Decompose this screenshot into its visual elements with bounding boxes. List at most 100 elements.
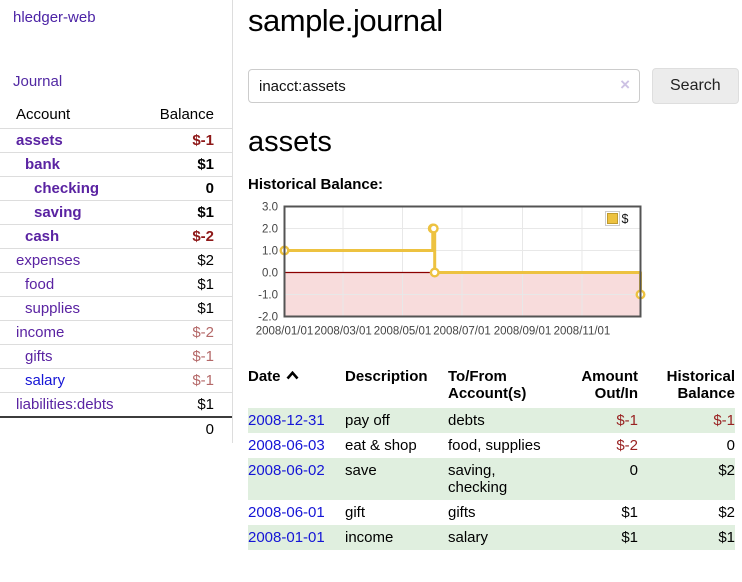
- account-row: liabilities:debts $1: [0, 392, 232, 417]
- transaction-balance: 0: [726, 437, 735, 454]
- svg-text:-1.0: -1.0: [258, 290, 278, 302]
- date-header-label: Date: [248, 368, 281, 385]
- transaction-date-link[interactable]: 2008-01-01: [248, 529, 325, 546]
- register-header-amount: Amount Out/In: [581, 368, 638, 402]
- account-balance: $-1: [192, 132, 214, 149]
- transaction-accounts: gifts: [448, 504, 476, 521]
- account-balance: $-2: [192, 324, 214, 341]
- register-row: 2008-01-01 income salary $1 $1: [248, 525, 735, 550]
- register-header-description: Description: [345, 368, 428, 385]
- transaction-amount: $1: [621, 504, 638, 521]
- transaction-date-link[interactable]: 2008-06-01: [248, 504, 325, 521]
- transaction-accounts: debts: [448, 408, 568, 433]
- account-row: supplies $1: [0, 296, 232, 321]
- register-row: 2008-12-31 pay off debts $-1 $-1: [248, 408, 735, 433]
- svg-text:2008/01/01: 2008/01/01: [256, 326, 314, 338]
- svg-text:1.0: 1.0: [262, 246, 278, 258]
- account-row: saving $1: [0, 200, 232, 225]
- account-link[interactable]: bank: [25, 156, 61, 173]
- transaction-description: gift: [345, 504, 366, 521]
- account-link[interactable]: saving: [34, 204, 82, 221]
- transaction-amount: $-2: [616, 437, 638, 454]
- transaction-balance: $1: [718, 529, 735, 546]
- svg-text:2008/03/01: 2008/03/01: [314, 326, 372, 338]
- transaction-balance: $-1: [713, 412, 735, 429]
- account-link[interactable]: gifts: [25, 348, 53, 365]
- svg-text:2.0: 2.0: [262, 224, 278, 236]
- svg-text:2008/05/01: 2008/05/01: [374, 326, 432, 338]
- transaction-amount: $1: [621, 529, 638, 546]
- transaction-balance: $2: [718, 462, 735, 479]
- account-row: checking 0: [0, 176, 232, 201]
- transaction-date-link[interactable]: 2008-06-02: [248, 462, 325, 479]
- sort-ascending-icon: [286, 370, 298, 380]
- account-title: assets: [248, 126, 332, 158]
- account-balance: 0: [205, 180, 214, 197]
- account-balance: $-1: [192, 348, 214, 365]
- search-button[interactable]: Search: [652, 68, 739, 104]
- account-row: salary $-1: [0, 368, 232, 393]
- transaction-amount: $-1: [616, 412, 638, 429]
- search-input[interactable]: [248, 69, 640, 103]
- svg-text:0.0: 0.0: [262, 268, 278, 280]
- account-link[interactable]: supplies: [25, 300, 81, 317]
- account-balance: $1: [197, 396, 214, 413]
- register-header-date[interactable]: Date: [248, 366, 345, 408]
- account-row: bank $1: [0, 152, 232, 177]
- account-balance: $1: [197, 204, 214, 221]
- transaction-date-link[interactable]: 2008-06-03: [248, 437, 325, 454]
- balance-chart: $3.0 2.0 1.0 0.0 -1.0 -2.0 2008/01/01 2008/03/0…: [248, 198, 740, 351]
- transaction-balance: $2: [718, 504, 735, 521]
- register-table: Date Description To/From Account(s) Amou…: [248, 366, 735, 550]
- account-balance: $-2: [192, 228, 214, 245]
- transaction-description: save: [345, 458, 448, 500]
- transaction-description: income: [345, 525, 448, 550]
- accounts-table: Account Balance assets $-1 bank $1 checking 0…: [0, 103, 232, 441]
- transaction-amount: 0: [629, 462, 638, 479]
- account-link[interactable]: income: [16, 324, 65, 341]
- accounts-total-row: 0: [0, 416, 232, 441]
- account-link[interactable]: salary: [25, 372, 66, 389]
- account-balance: $1: [197, 300, 214, 317]
- account-link[interactable]: food: [25, 276, 55, 293]
- sidebar-item-journal[interactable]: Journal: [13, 73, 63, 90]
- account-link[interactable]: checking: [34, 180, 100, 197]
- svg-text:-2.0: -2.0: [258, 312, 278, 324]
- register-row: 2008-06-01 gift gifts $1 $2: [248, 500, 735, 525]
- search-bar: × Search ?: [248, 68, 740, 104]
- account-row: cash $-2: [0, 224, 232, 249]
- app-title-link[interactable]: hledger-web: [13, 9, 96, 26]
- svg-text:$: $: [622, 212, 629, 226]
- account-row: expenses $2: [0, 248, 232, 273]
- account-link[interactable]: assets: [16, 132, 63, 149]
- transaction-description: eat & shop: [345, 437, 417, 454]
- account-link[interactable]: expenses: [16, 252, 81, 269]
- account-row: income $-2: [0, 320, 232, 345]
- main-content: sample.journal × Search ? assets Histori…: [248, 0, 740, 550]
- svg-text:2008/07/01: 2008/07/01: [433, 326, 491, 338]
- account-row: assets $-1: [0, 128, 232, 153]
- register-row: 2008-06-02 save saving, checking 0 $2: [248, 458, 735, 500]
- page-title: sample.journal: [248, 3, 443, 38]
- svg-text:3.0: 3.0: [262, 202, 278, 214]
- register-header-balance: Historical Balance: [666, 368, 735, 402]
- account-row: gifts $-1: [0, 344, 232, 369]
- svg-text:2008/09/01: 2008/09/01: [494, 326, 552, 338]
- account-row: food $1: [0, 272, 232, 297]
- account-balance: $1: [197, 276, 214, 293]
- account-balance: $-1: [192, 372, 214, 389]
- account-link[interactable]: liabilities:debts: [16, 396, 114, 413]
- sidebar: hledger-web Journal Account Balance asse…: [0, 0, 233, 443]
- account-link[interactable]: cash: [25, 228, 60, 245]
- register-row: 2008-06-03 eat & shop food, supplies $-2 0: [248, 433, 735, 458]
- transaction-accounts: saving, checking: [448, 458, 568, 500]
- transaction-date-link[interactable]: 2008-12-31: [248, 412, 325, 429]
- accounts-header-balance: Balance: [159, 106, 214, 123]
- accounts-header-account: Account: [16, 106, 71, 123]
- account-balance: $2: [197, 252, 214, 269]
- chart-label: Historical Balance:: [248, 176, 384, 193]
- account-balance: $1: [197, 156, 214, 173]
- clear-search-icon[interactable]: ×: [620, 75, 630, 94]
- register-header-accounts: To/From Account(s): [448, 368, 527, 402]
- transaction-accounts: salary: [448, 525, 568, 550]
